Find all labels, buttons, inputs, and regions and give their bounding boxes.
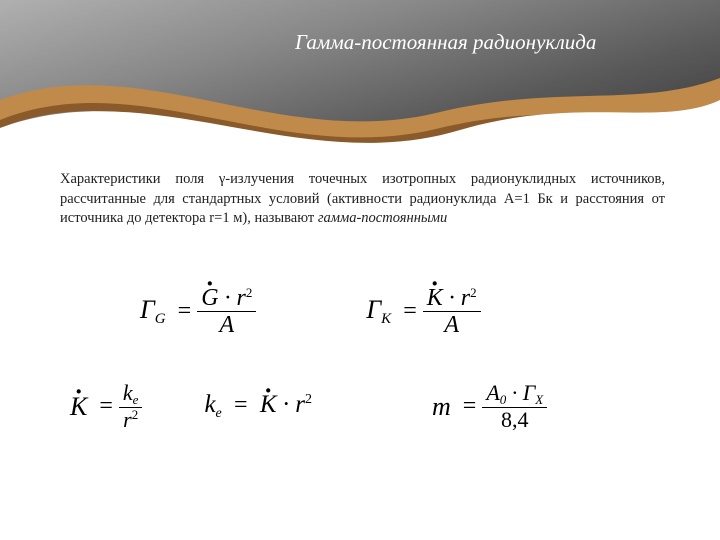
f1-num-tail: · r	[219, 285, 246, 311]
body-paragraph: Характеристики поля γ-излучения точечных…	[60, 170, 665, 229]
f2-num-sup: 2	[470, 285, 477, 300]
f5-num1: A	[486, 380, 499, 405]
f2-lhs: Γ	[366, 295, 381, 324]
formula-ke: ke = K · r2	[204, 391, 312, 422]
header-region: Гамма-постоянная радионуклида	[0, 0, 720, 155]
formulas-region: ΓG = G · r2 A ΓK = K · r2 A K = ke r2	[55, 285, 675, 432]
f4-rhs-sym: K	[260, 391, 277, 419]
f1-lhs: Γ	[140, 295, 155, 324]
f3-num-sub: e	[133, 392, 139, 407]
f3-den-sup: 2	[132, 407, 139, 422]
slide-title: Гамма-постоянная радионуклида	[295, 30, 596, 55]
f4-lhs: k	[204, 391, 215, 418]
f5-num-mid: · Γ	[506, 380, 535, 405]
f1-num-sup: 2	[246, 285, 253, 300]
f2-lhs-sub: K	[381, 311, 391, 327]
f2-den: A	[440, 312, 463, 338]
f5-den: 8,4	[497, 408, 533, 432]
f3-lhs: K	[70, 392, 87, 422]
f4-rhs-sup: 2	[305, 392, 312, 407]
f2-num-sym: K	[427, 285, 443, 311]
f5-num2-sub: X	[535, 392, 543, 407]
formula-gamma-k: ΓK = K · r2 A	[366, 285, 480, 339]
f2-num-tail: · r	[443, 285, 470, 311]
formula-row-2: K = ke r2 ke = K · r2 m = A0 · ΓX 8,4	[55, 381, 675, 432]
formula-m: m = A0 · ΓX 8,4	[432, 381, 547, 432]
f5-lhs: m	[432, 392, 451, 422]
f4-lhs-sub: e	[216, 406, 222, 421]
f4-rhs-tail: · r	[277, 391, 305, 418]
f3-num: k	[123, 380, 133, 405]
formula-gamma-g: ΓG = G · r2 A	[140, 285, 256, 339]
wave-white	[0, 0, 720, 155]
body-emphasis: гамма-постоянными	[318, 210, 447, 226]
formula-row-1: ΓG = G · r2 A ΓK = K · r2 A	[55, 285, 675, 339]
f3-den: r	[123, 407, 132, 432]
f1-num-sym: G	[201, 285, 218, 311]
f1-den: A	[215, 312, 238, 338]
formula-k-dot: K = ke r2	[70, 381, 142, 432]
f1-lhs-sub: G	[155, 311, 166, 327]
